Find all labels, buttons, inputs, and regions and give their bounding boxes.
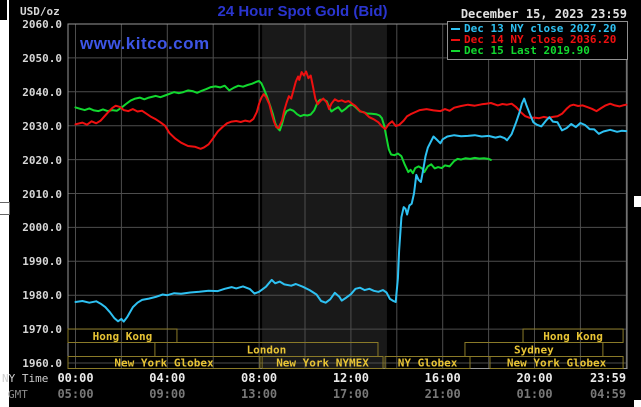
gmt-axis-label: GMT <box>8 388 28 401</box>
y-tick-1960: 1960.0 <box>22 357 62 370</box>
y-tick-2000: 2000.0 <box>22 221 62 235</box>
price-line-dec15-last <box>74 80 492 175</box>
x-tick-ny-04:00: 04:00 <box>149 371 186 385</box>
legend-row-dec13: Dec 13 NY close 2027.20 <box>448 23 627 34</box>
y-tick-2020: 2020.0 <box>22 153 62 167</box>
page-corner-mark <box>634 400 641 407</box>
datetime-label: December 15, 2023 23:59 <box>460 7 627 21</box>
x-tick-ny-08:00: 08:00 <box>241 371 278 385</box>
y-tick-2050: 2050.0 <box>22 51 62 65</box>
page-edge-mark <box>634 196 641 207</box>
session-box-new-york-nymex <box>261 356 384 369</box>
dec13-line-swatch <box>451 28 460 30</box>
session-label-3: Sydney <box>514 344 554 357</box>
x-tick-gmt-05:00: 05:00 <box>57 387 94 401</box>
session-label-5: New York NYMEX <box>276 357 369 370</box>
legend-row-dec15: Dec 15 Last 2019.90 <box>448 45 627 56</box>
y-tick-2030: 2030.0 <box>22 119 62 133</box>
session-label-4: New York Globex <box>114 357 214 370</box>
page-checkbox[interactable] <box>0 202 10 215</box>
session-label-7: New York Globex <box>507 357 607 370</box>
session-box-new-york-globex <box>489 356 624 369</box>
x-tick-ny-20:00: 20:00 <box>516 371 553 385</box>
session-box-new-york-globex <box>67 356 261 369</box>
x-tick-gmt-21:00: 21:00 <box>424 387 461 401</box>
session-box-ny-globex <box>384 356 471 369</box>
x-tick-ny-23:59: 23:59 <box>589 371 627 385</box>
dec15-line-swatch <box>451 50 460 52</box>
session-label-1: Hong Kong <box>543 330 603 343</box>
x-tick-ny-16:00: 16:00 <box>424 371 461 385</box>
price-line-dec14-close <box>74 70 628 150</box>
y-tick-2060: 2060.0 <box>22 18 62 31</box>
legend-label-dec15: Dec 15 Last 2019.90 <box>464 44 590 57</box>
x-tick-gmt-04:59: 04:59 <box>589 387 627 401</box>
x-tick-gmt-09:00: 09:00 <box>149 387 186 401</box>
y-tick-2010: 2010.0 <box>22 187 62 201</box>
x-tick-ny-12:00: 12:00 <box>332 371 369 385</box>
legend-box: Dec 13 NY close 2027.20 Dec 14 NY close … <box>447 21 628 60</box>
nymex-session-shading <box>262 24 387 369</box>
x-tick-gmt-01:00: 01:00 <box>516 387 553 401</box>
y-tick-2040: 2040.0 <box>22 85 62 99</box>
x-tick-gmt-13:00: 13:00 <box>241 387 278 401</box>
legend-label-dec13: Dec 13 NY close 2027.20 <box>464 22 617 35</box>
session-box-hong-kong <box>67 328 178 343</box>
session-label-6: NY Globex <box>398 357 458 370</box>
page-background-strip-top <box>7 0 9 20</box>
y-tick-1970: 1970.0 <box>22 323 62 337</box>
session-label-0: Hong Kong <box>93 330 153 343</box>
chart-title: 24 Hour Spot Gold (Bid) <box>217 3 388 20</box>
y-tick-1990: 1990.0 <box>22 255 62 269</box>
y-tick-1980: 1980.0 <box>22 289 62 303</box>
ny-time-axis-label: NY Time <box>2 372 49 385</box>
legend-row-dec14: Dec 14 NY close 2036.20 <box>448 34 627 45</box>
session-label-2: London <box>247 344 287 357</box>
price-line-dec13-close <box>74 97 628 323</box>
legend-label-dec14: Dec 14 NY close 2036.20 <box>464 33 617 46</box>
y-axis-unit-label: USD/oz <box>20 5 60 18</box>
x-tick-ny-00:00: 00:00 <box>57 371 94 385</box>
x-tick-gmt-17:00: 17:00 <box>332 387 369 401</box>
kitco-watermark: www.kitco.com <box>80 34 210 53</box>
dec14-line-swatch <box>451 39 460 41</box>
